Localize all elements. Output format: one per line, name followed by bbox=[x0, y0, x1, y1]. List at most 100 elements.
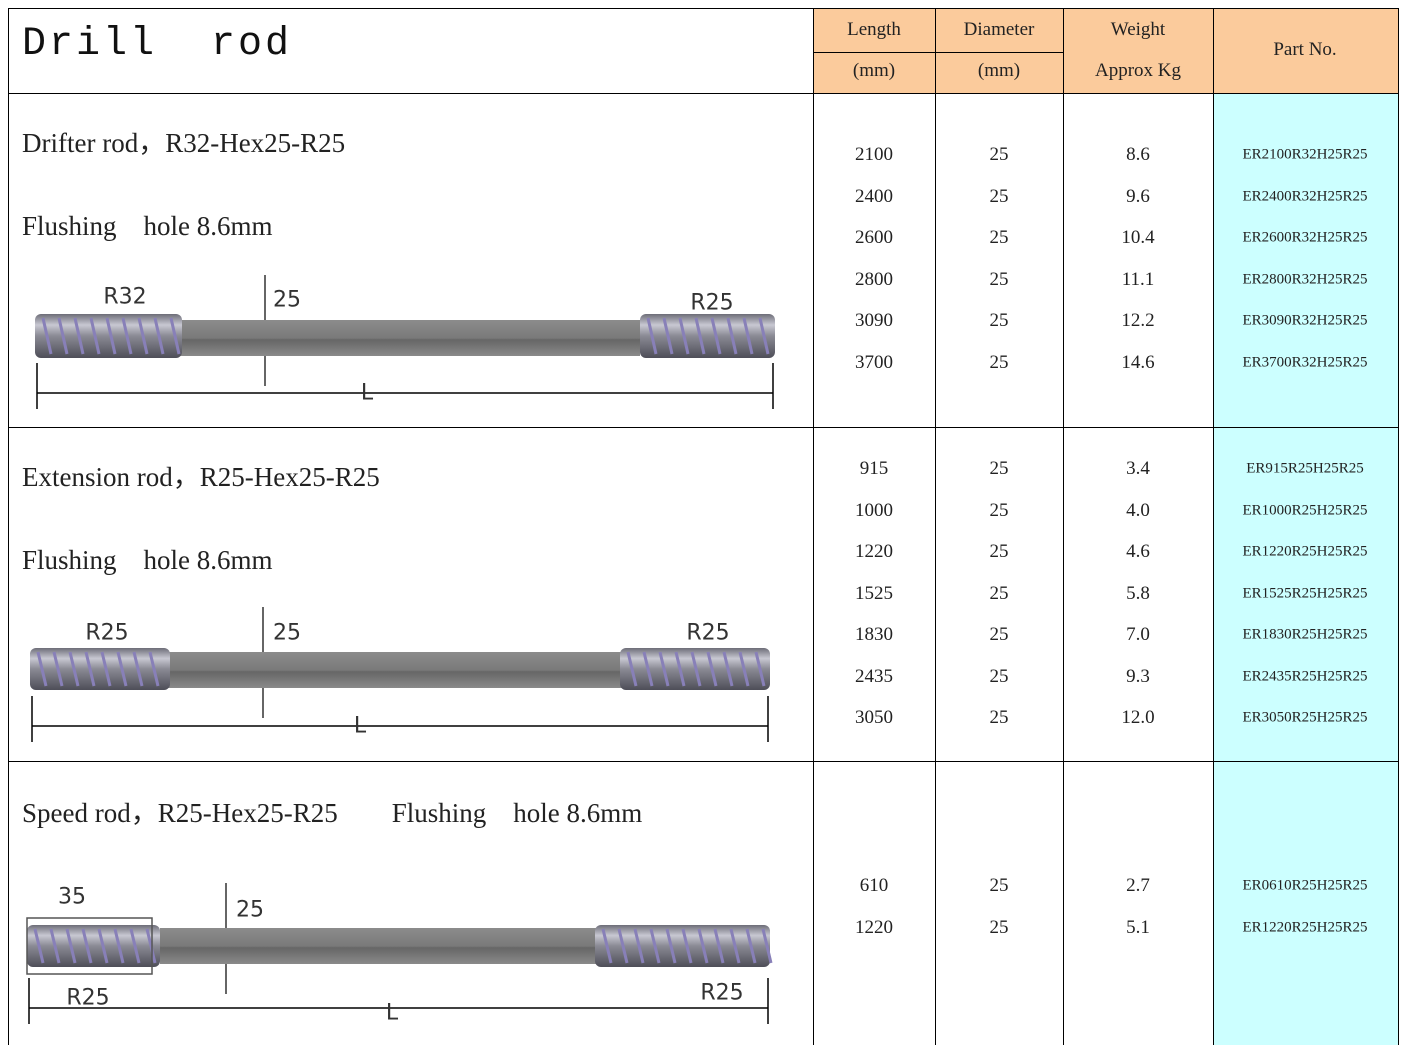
thread-groove bbox=[41, 317, 53, 355]
section-text: Flushing hole 8.6mm bbox=[22, 211, 273, 241]
cell: 10.4 bbox=[1121, 227, 1155, 249]
rod-head bbox=[26, 917, 153, 975]
thread-groove bbox=[745, 928, 757, 964]
part-no: ER1525R25H25R25 bbox=[1242, 585, 1368, 601]
cell: 8.6 bbox=[1126, 144, 1150, 165]
cell: 2435 bbox=[855, 665, 893, 687]
part-no: ER1000R25H25R25 bbox=[1242, 502, 1368, 518]
cell: 25 bbox=[989, 227, 1009, 249]
part-no: ER2600R32H25R25 bbox=[1242, 229, 1368, 246]
cell: 11.1 bbox=[1121, 268, 1155, 290]
cell: 2100 bbox=[855, 144, 893, 165]
rule bbox=[1398, 8, 1399, 1045]
column-header: Part No. bbox=[1273, 39, 1337, 60]
cell: 3090 bbox=[855, 310, 893, 332]
diagram-label: 25 bbox=[273, 620, 301, 646]
cell: 2800 bbox=[855, 268, 893, 290]
thread-groove bbox=[665, 928, 677, 964]
cell: 5.1 bbox=[1126, 916, 1150, 938]
thread-groove bbox=[81, 928, 93, 964]
cell: 3.4 bbox=[1126, 458, 1150, 479]
cell: 5.8 bbox=[1126, 582, 1150, 604]
thread-groove bbox=[761, 928, 773, 964]
thread-groove bbox=[674, 651, 686, 687]
part-no: ER3700R32H25R25 bbox=[1242, 354, 1368, 371]
cell: 25 bbox=[989, 875, 1009, 896]
thread-groove bbox=[729, 928, 741, 964]
part-no: ER2800R32H25R25 bbox=[1242, 271, 1368, 288]
thread-groove bbox=[57, 317, 69, 355]
thread-groove bbox=[710, 317, 722, 355]
thread-groove bbox=[690, 651, 702, 687]
column-header: Diameter bbox=[963, 19, 1035, 40]
cell: 25 bbox=[989, 665, 1009, 687]
thread-groove bbox=[65, 928, 77, 964]
cell: 1525 bbox=[855, 582, 893, 604]
header-bg bbox=[813, 8, 1213, 93]
thread-groove bbox=[658, 651, 670, 687]
diagram-label: 25 bbox=[236, 897, 264, 923]
cell: 25 bbox=[989, 352, 1009, 373]
thread-groove bbox=[678, 317, 690, 355]
diagram-label: R25 bbox=[690, 290, 734, 316]
cell: 25 bbox=[989, 624, 1009, 645]
part-no: ER3050R25H25R25 bbox=[1242, 709, 1368, 726]
thread bbox=[27, 925, 160, 967]
cell: 7.0 bbox=[1126, 624, 1150, 645]
thread-groove bbox=[89, 317, 101, 355]
thread-groove bbox=[121, 317, 133, 355]
thread-groove bbox=[722, 651, 734, 687]
thread-groove bbox=[129, 928, 141, 964]
part-no: ER2400R32H25R25 bbox=[1242, 188, 1368, 205]
thread-groove bbox=[105, 317, 117, 355]
thread-groove bbox=[137, 317, 149, 355]
thread-groove bbox=[601, 928, 613, 964]
column-header: Length bbox=[847, 19, 901, 40]
thread-groove bbox=[113, 928, 125, 964]
section-text: Speed rod，R25-Hex25-R25 Flushing hole 8.… bbox=[22, 798, 643, 828]
cell: 25 bbox=[989, 707, 1009, 728]
thread-groove bbox=[742, 317, 754, 355]
cell: 25 bbox=[989, 916, 1009, 938]
column-unit: Approx Kg bbox=[1094, 60, 1182, 81]
cell: 25 bbox=[989, 185, 1009, 207]
header-bg bbox=[1213, 8, 1398, 93]
cell: 1220 bbox=[855, 916, 893, 938]
diagram-label: 25 bbox=[273, 287, 301, 313]
part-no: ER2100R32H25R25 bbox=[1242, 146, 1368, 163]
rule bbox=[1063, 8, 1064, 1045]
diagram-label: L bbox=[385, 1000, 399, 1026]
thread bbox=[595, 925, 770, 967]
thread-groove bbox=[116, 651, 128, 687]
cell: 2600 bbox=[855, 227, 893, 249]
thread-groove bbox=[52, 651, 64, 687]
cell: 610 bbox=[859, 875, 889, 896]
section-text: Drifter rod，R32-Hex25-R25 bbox=[22, 128, 346, 158]
thread-groove bbox=[169, 317, 181, 355]
thread-groove bbox=[697, 928, 709, 964]
thread-groove bbox=[33, 928, 45, 964]
title: Drill rod bbox=[22, 22, 293, 67]
diagram-label: L bbox=[353, 713, 367, 739]
cell: 25 bbox=[989, 144, 1009, 165]
part-no: ER3090R32H25R25 bbox=[1242, 312, 1368, 329]
rule bbox=[8, 8, 9, 1045]
thread-groove bbox=[617, 928, 629, 964]
diagram-label: R25 bbox=[700, 980, 744, 1006]
thread-groove bbox=[681, 928, 693, 964]
rule bbox=[8, 8, 1399, 9]
cell: 3700 bbox=[855, 352, 893, 373]
diagram-label: R25 bbox=[85, 620, 129, 646]
thread-groove bbox=[84, 651, 96, 687]
thread-groove bbox=[36, 651, 48, 687]
cell: 14.6 bbox=[1121, 352, 1155, 373]
cell: 25 bbox=[989, 458, 1009, 479]
cell: 915 bbox=[859, 458, 889, 479]
rule bbox=[813, 8, 814, 1045]
section-text: Extension rod，R25-Hex25-R25 bbox=[22, 462, 380, 492]
cell: 1000 bbox=[855, 499, 893, 521]
rule bbox=[8, 761, 1399, 762]
cell: 25 bbox=[989, 268, 1009, 290]
